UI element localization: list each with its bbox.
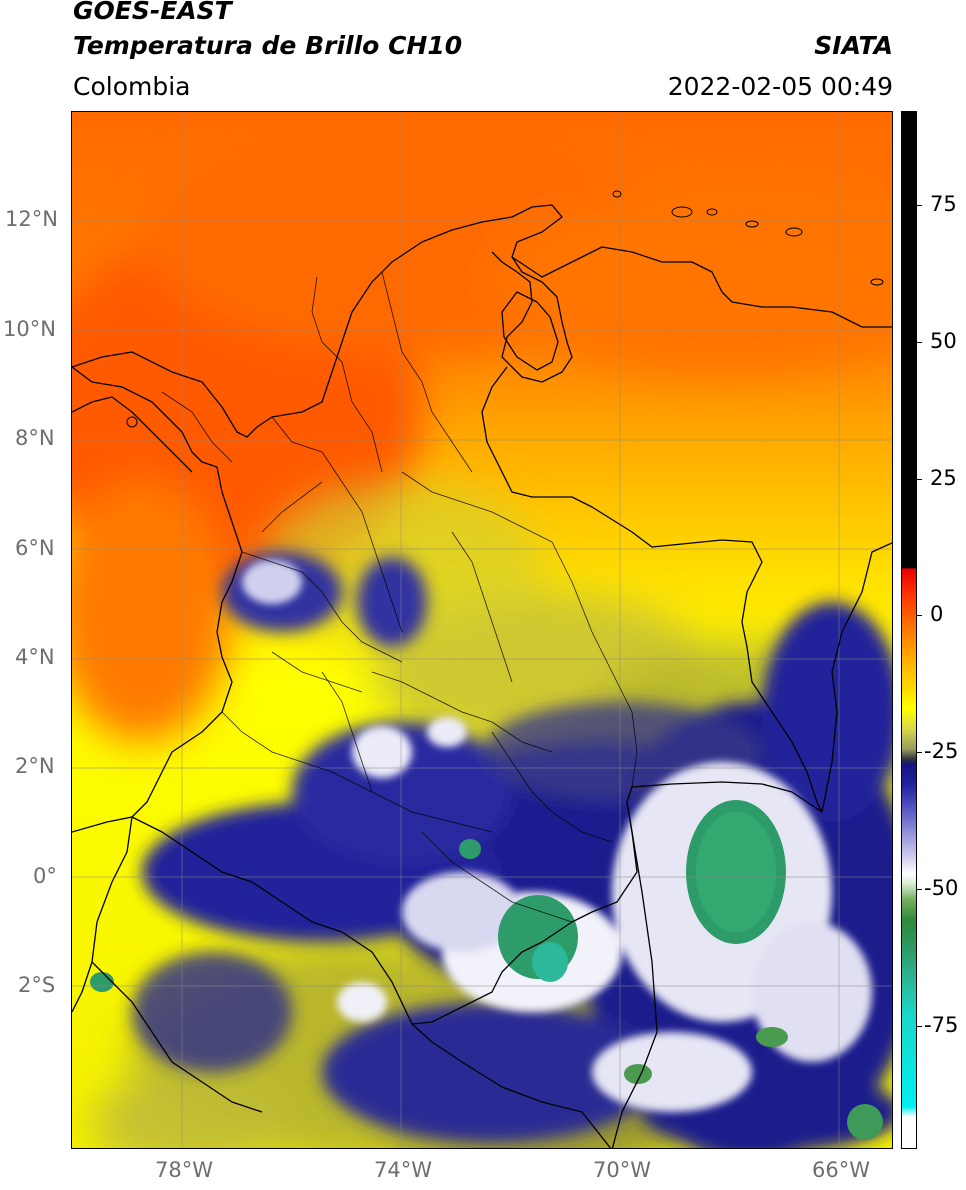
- brightness-temperature-map: [72, 112, 892, 1148]
- colorbar-label: 0: [930, 602, 944, 626]
- lon-tick: 66°W: [812, 1158, 870, 1182]
- map-panel: [71, 111, 893, 1149]
- colorbar: [901, 111, 917, 1149]
- lat-tick: 0°: [33, 864, 57, 888]
- coldest-cloud-tops: [90, 800, 883, 1140]
- colorbar-label: 25: [930, 466, 957, 490]
- islands: [126, 190, 884, 428]
- colorbar-tick-mark: [917, 342, 922, 343]
- colorbar-tick-mark: [917, 479, 922, 480]
- lat-tick: 8°N: [15, 426, 55, 450]
- product-title: Temperatura de Brillo CH10: [73, 31, 463, 60]
- colorbar-label: -50: [924, 876, 959, 900]
- graticule: [72, 112, 892, 1148]
- colorbar-tick-mark: [917, 1026, 922, 1027]
- lon-tick: 74°W: [374, 1158, 432, 1182]
- lat-tick: 2°S: [18, 973, 56, 997]
- colorbar-tick-mark: [917, 889, 922, 890]
- colorbar-tick-mark: [917, 205, 922, 206]
- lat-tick: 2°N: [15, 754, 55, 778]
- colorbar-label: -25: [924, 739, 959, 763]
- lat-tick: 4°N: [15, 645, 55, 669]
- agency-label: SIATA: [814, 31, 893, 60]
- datetime-label: 2022-02-05 00:49: [667, 72, 893, 101]
- lat-tick: 6°N: [15, 536, 55, 560]
- department-borders: [161, 271, 638, 923]
- lat-tick: 12°N: [5, 207, 58, 231]
- satellite-title: GOES-EAST: [73, 0, 232, 25]
- colorbar-label: -75: [924, 1013, 959, 1037]
- lat-tick: 10°N: [3, 317, 56, 341]
- region-label: Colombia: [73, 72, 191, 101]
- colorbar-tick-mark: [917, 615, 922, 616]
- lon-tick: 70°W: [593, 1158, 651, 1182]
- colorbar-label: 75: [930, 192, 957, 216]
- colorbar-tick-mark: [917, 752, 922, 753]
- country-borders: [72, 204, 892, 1148]
- lon-tick: 78°W: [155, 1158, 213, 1182]
- colorbar-label: 50: [930, 329, 957, 353]
